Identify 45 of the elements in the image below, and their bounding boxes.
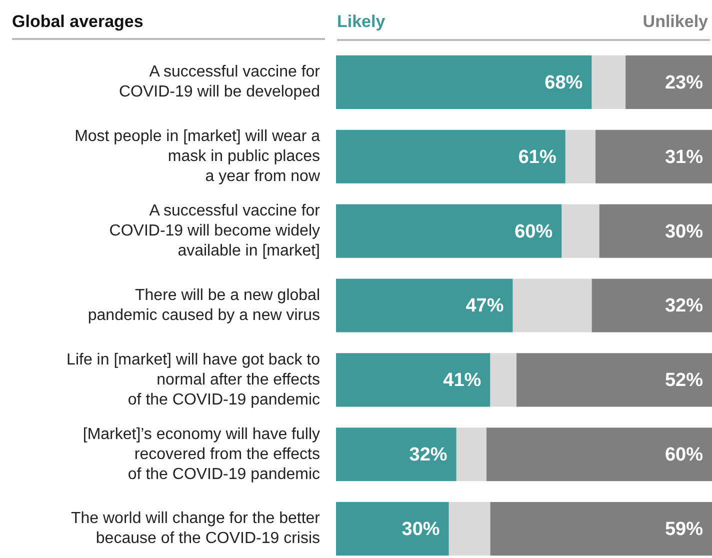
bar (512, 278, 592, 332)
bar (336, 204, 562, 258)
bar (626, 55, 712, 110)
bar (490, 353, 516, 407)
y-tick-label: Life in [market] will have got back to normal after the effects of the COVID-19 pandemic (66, 351, 320, 408)
bar (516, 353, 712, 407)
y-tick-label: A successful vaccine for COVID-19 will be developed (119, 64, 321, 101)
bar (336, 278, 513, 332)
data-label: 32% (409, 444, 448, 466)
bar (336, 130, 566, 184)
bar (336, 353, 490, 407)
data-label: 61% (518, 146, 556, 168)
bar (595, 130, 712, 184)
bar (565, 130, 596, 184)
series-label: Unlikely (642, 12, 708, 32)
data-label: 52% (664, 370, 704, 392)
data-label: 59% (664, 519, 704, 540)
bar (562, 204, 600, 258)
y-tick-label: Most people in [market] will wear a mask in public places a year from now (74, 128, 320, 186)
bar (592, 55, 626, 110)
text: Global averages (12, 12, 325, 40)
data-label: 60% (664, 444, 704, 466)
data-label: 31% (664, 146, 704, 168)
data-label: 41% (443, 370, 482, 392)
bar (336, 55, 592, 110)
y-tick-label: There will be a new global pandemic caused by a new virus (88, 286, 320, 324)
bar (592, 278, 712, 332)
y-tick-label: The world will change for the better because of the COVID-19 crisis (70, 510, 321, 548)
data-label: 23% (664, 72, 704, 94)
bar (490, 502, 712, 556)
bar (456, 428, 486, 482)
data-label: 30% (402, 519, 440, 540)
data-label: 32% (664, 296, 704, 317)
bar (599, 204, 712, 258)
bar (336, 428, 456, 482)
y-tick-label: A successful vaccine for COVID-19 will become widely available in [market] (109, 202, 321, 260)
bar (486, 428, 712, 482)
y-tick-label: [Market]’s economy will have fully recovered from the effects of the COVID-19 pandemic (82, 426, 320, 483)
data-label: 47% (466, 296, 504, 317)
data-label: 30% (664, 221, 704, 242)
series-label: Likely (337, 12, 386, 32)
data-label: 68% (544, 72, 583, 94)
bar (448, 502, 490, 556)
bar (336, 502, 449, 556)
data-label: 60% (514, 221, 553, 242)
